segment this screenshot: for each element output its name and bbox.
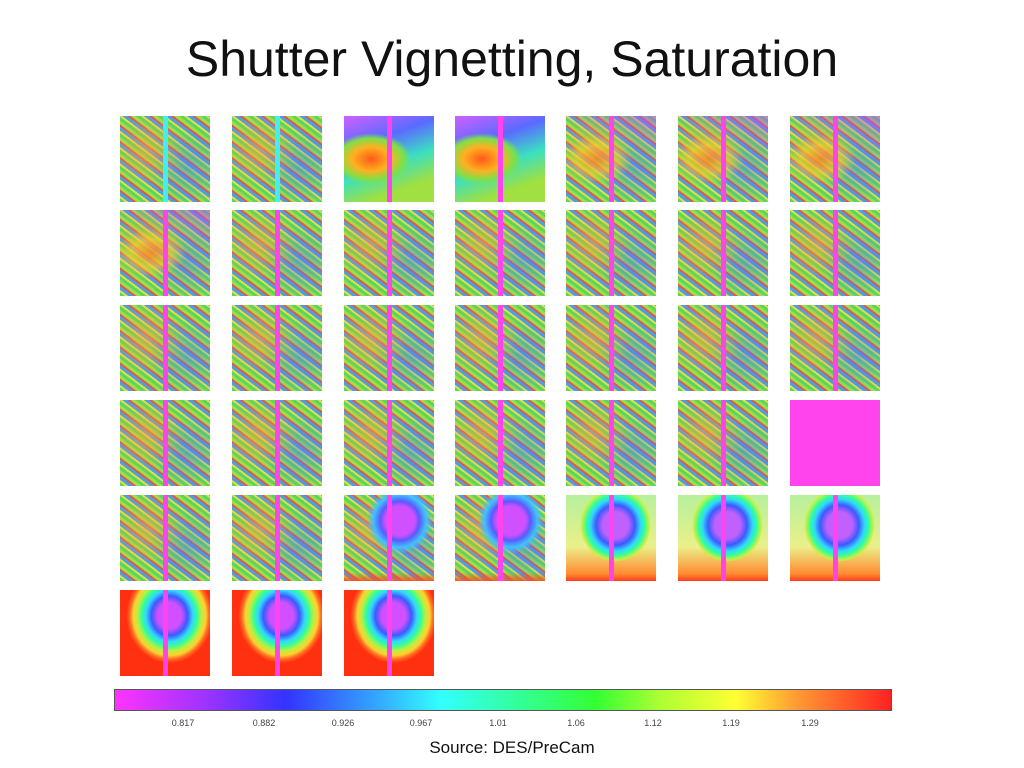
shutter-tile-r3-c6	[678, 305, 768, 391]
tile-stripe	[387, 210, 392, 296]
shutter-tile-r2-c3	[344, 210, 434, 296]
shutter-tile-r5-c3	[344, 495, 434, 581]
shutter-tile-r4-c7	[790, 400, 880, 486]
shutter-tile-r2-c4	[455, 210, 545, 296]
tile-stripe	[833, 116, 838, 202]
tile-stripe	[833, 210, 838, 296]
shutter-tile-r5-c4	[455, 495, 545, 581]
tile-stripe	[163, 400, 168, 486]
shutter-tile-r1-c2	[232, 116, 322, 202]
tile-stripe	[721, 495, 726, 581]
tile-stripe	[498, 495, 503, 581]
color-scale-tick: 0.926	[331, 718, 355, 728]
tile-stripe	[163, 116, 168, 202]
tile-stripe	[609, 495, 614, 581]
color-scale-tick: 1.12	[644, 718, 662, 728]
color-scale-tick: 1.06	[567, 718, 585, 728]
tile-stripe	[498, 305, 503, 391]
tile-stripe	[833, 495, 838, 581]
tile-stripe	[275, 210, 280, 296]
shutter-tile-r5-c6	[678, 495, 768, 581]
shutter-tile-r4-c5	[566, 400, 656, 486]
tile-stripe	[275, 400, 280, 486]
tile-stripe	[498, 400, 503, 486]
shutter-tile-r3-c4	[455, 305, 545, 391]
color-scale-tick: 1.29	[801, 718, 819, 728]
shutter-tile-r2-c2	[232, 210, 322, 296]
tile-stripe	[275, 590, 280, 676]
shutter-tile-r3-c2	[232, 305, 322, 391]
tile-stripe	[609, 116, 614, 202]
shutter-tile-r6-c3	[344, 590, 434, 676]
shutter-tile-r2-c6	[678, 210, 768, 296]
shutter-tile-r5-c5	[566, 495, 656, 581]
shutter-tile-r4-c3	[344, 400, 434, 486]
tile-stripe	[387, 116, 392, 202]
shutter-tile-r1-c7	[790, 116, 880, 202]
shutter-tile-r5-c7	[790, 495, 880, 581]
tile-stripe	[163, 305, 168, 391]
tile-stripe	[275, 116, 280, 202]
shutter-tile-r2-c1	[120, 210, 210, 296]
tile-stripe	[387, 400, 392, 486]
shutter-tile-r5-c2	[232, 495, 322, 581]
tile-stripe	[609, 400, 614, 486]
color-scale-tick: 1.19	[722, 718, 740, 728]
shutter-tile-r1-c5	[566, 116, 656, 202]
tile-stripe	[721, 305, 726, 391]
shutter-tile-r3-c3	[344, 305, 434, 391]
tile-stripe	[721, 210, 726, 296]
tile-stripe	[387, 495, 392, 581]
shutter-tile-r3-c1	[120, 305, 210, 391]
color-scale-tick: 1.01	[489, 718, 507, 728]
tile-stripe	[498, 210, 503, 296]
tile-stripe	[163, 210, 168, 296]
source-caption: Source: DES/PreCam	[429, 738, 595, 757]
shutter-tile-r1-c4	[455, 116, 545, 202]
shutter-tile-r1-c6	[678, 116, 768, 202]
color-scale-tick: 0.817	[171, 718, 195, 728]
tile-stripe	[498, 116, 503, 202]
shutter-tile-r5-c1	[120, 495, 210, 581]
shutter-tile-r1-c1	[120, 116, 210, 202]
shutter-tile-r4-c6	[678, 400, 768, 486]
shutter-tile-r4-c4	[455, 400, 545, 486]
shutter-tile-r1-c3	[344, 116, 434, 202]
tile-stripe	[387, 305, 392, 391]
tile-stripe	[833, 305, 838, 391]
tile-stripe	[275, 305, 280, 391]
shutter-tile-r4-c2	[232, 400, 322, 486]
tile-stripe	[163, 590, 168, 676]
tile-stripe	[609, 305, 614, 391]
shutter-tile-r6-c1	[120, 590, 210, 676]
shutter-tile-r3-c7	[790, 305, 880, 391]
color-scale-tick: 0.882	[252, 718, 276, 728]
slide-title: Shutter Vignetting, Saturation	[185, 31, 839, 87]
tile-stripe	[387, 590, 392, 676]
shutter-tile-r6-c2	[232, 590, 322, 676]
shutter-tile-r2-c7	[790, 210, 880, 296]
color-scale-bar	[114, 689, 892, 711]
shutter-tile-r2-c5	[566, 210, 656, 296]
tile-stripe	[609, 210, 614, 296]
tile-stripe	[275, 495, 280, 581]
shutter-tile-r3-c5	[566, 305, 656, 391]
color-scale-tick: 0.967	[409, 718, 433, 728]
tile-stripe	[721, 116, 726, 202]
shutter-tile-r4-c1	[120, 400, 210, 486]
tile-stripe	[163, 495, 168, 581]
tile-stripe	[721, 400, 726, 486]
